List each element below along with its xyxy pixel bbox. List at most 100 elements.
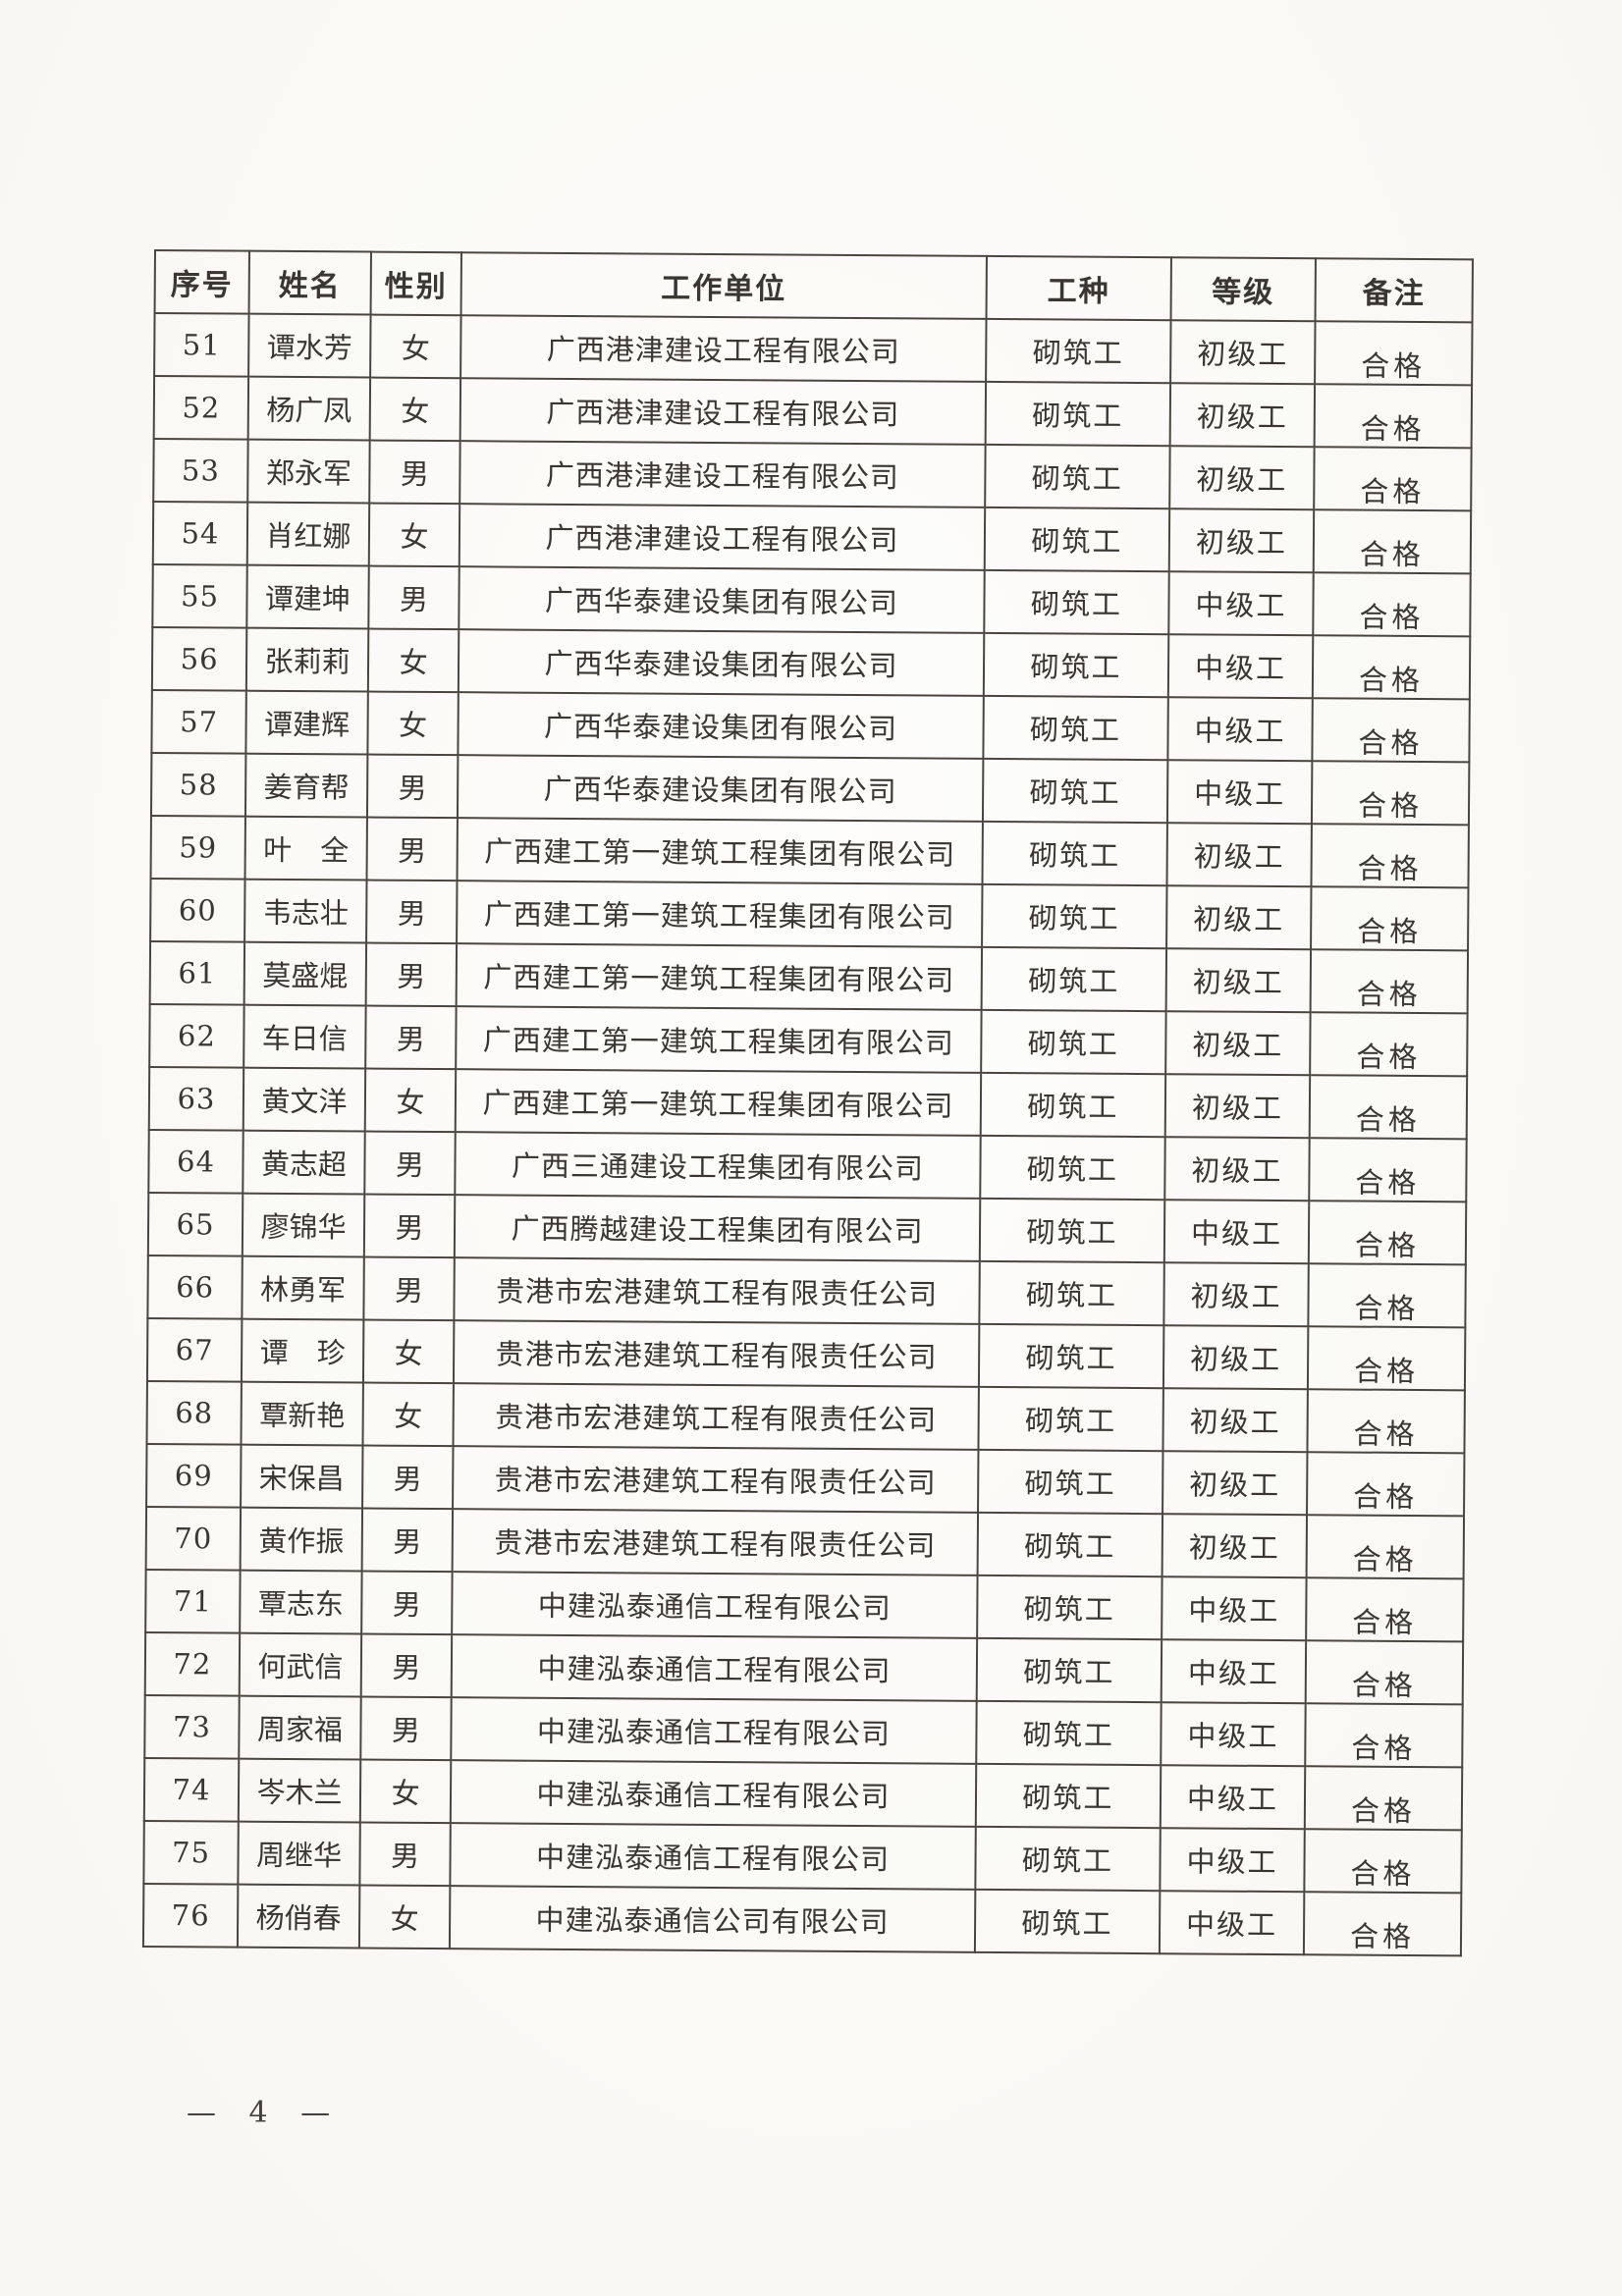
table-body: 51 谭水芳女广西港津建设工程有限公司 砌筑工 初级工 合格 52 杨广凤女广西港津建设工程… [142, 313, 1473, 1956]
cell-remark-text: 合格 [1350, 1856, 1416, 1892]
cell-no-text: 67 [175, 1333, 214, 1367]
cell-no-text: 57 [180, 705, 219, 739]
cell-grade: 初级工 [1168, 508, 1315, 573]
cell-grade-text: 中级工 [1187, 1719, 1279, 1754]
cell-trade: 砌筑工 [979, 1198, 1165, 1263]
cell-remark-text: 合格 [1358, 663, 1425, 698]
cell-grade: 初级工 [1162, 1325, 1309, 1390]
cell-no-text: 74 [172, 1773, 211, 1807]
cell-company-text: 贵港市宏港建筑工程有限责任公司 [495, 1274, 939, 1311]
cell-grade-text: 初级工 [1195, 525, 1288, 561]
cell-grade-text: 初级工 [1193, 839, 1285, 875]
cell-name-text: 岑木兰 [256, 1775, 343, 1810]
header-no: 序号 [154, 250, 249, 314]
cell-remark: 合格 [1305, 1640, 1464, 1705]
cell-trade-text: 砌筑工 [1026, 1215, 1118, 1250]
cell-name-text: 覃志东 [257, 1586, 344, 1622]
cell-grade: 初级工 [1162, 1451, 1308, 1516]
cell-no: 64 [148, 1129, 243, 1194]
cell-trade: 砌筑工 [983, 632, 1169, 698]
header-company: 工作单位 [460, 252, 987, 319]
cell-remark-text: 合格 [1357, 914, 1423, 949]
cell-name: 覃新艳 [241, 1381, 363, 1446]
cell-company-text: 广西建工第一建筑工程集团有限公司 [483, 897, 955, 934]
cell-remark: 合格 [1315, 321, 1473, 386]
cell-no-text: 56 [180, 642, 219, 676]
cell-grade: 中级工 [1167, 697, 1313, 762]
cell-grade-text: 初级工 [1197, 337, 1289, 372]
cell-gender-text: 男 [392, 1587, 421, 1622]
cell-remark-text: 合格 [1361, 348, 1427, 384]
cell-trade: 砌筑工 [983, 695, 1168, 761]
cell-company-text: 广西港津建设工程有限公司 [545, 457, 900, 495]
cell-remark: 合格 [1311, 761, 1470, 826]
cell-trade-text: 砌筑工 [1023, 1592, 1115, 1627]
cell-no-text: 66 [176, 1270, 215, 1305]
cell-grade-text: 初级工 [1196, 462, 1288, 498]
cell-no: 71 [145, 1569, 241, 1633]
cell-gender-text: 女 [398, 708, 428, 742]
cell-grade: 初级工 [1165, 1011, 1311, 1076]
cell-trade-text: 砌筑工 [1028, 964, 1120, 998]
cell-no: 54 [152, 502, 248, 565]
cell-company: 广西建工第一建筑工程集团有限公司 [457, 881, 983, 947]
table-row: 53 郑永军 男 广西港津建设工程有限公司 砌筑工 初级工 合格 [153, 439, 1472, 511]
cell-gender: 男 [364, 1131, 456, 1196]
cell-no-text: 69 [174, 1459, 213, 1493]
cell-remark-text: 合格 [1357, 851, 1423, 886]
cell-name: 岑木兰 [238, 1758, 361, 1823]
cell-no: 72 [144, 1631, 241, 1696]
cell-gender: 男 [363, 1256, 455, 1321]
cell-gender-text: 男 [398, 771, 427, 805]
cell-grade-text: 初级工 [1188, 1530, 1280, 1566]
cell-grade: 初级工 [1169, 383, 1316, 448]
cell-trade: 砌筑工 [982, 758, 1168, 824]
cell-remark-text: 合格 [1360, 411, 1426, 447]
cell-trade-text: 砌筑工 [1030, 650, 1122, 684]
cell-no-text: 51 [182, 328, 221, 362]
cell-name-text: 谭 珍 [259, 1335, 346, 1370]
table-row: 66 林勇军 男 贵港市宏港建筑工程有限责任公司 砌筑工 初级工 合格 [147, 1255, 1466, 1328]
header-gender: 性别 [370, 251, 461, 316]
cell-no: 52 [153, 376, 249, 440]
cell-remark: 合格 [1308, 1201, 1467, 1265]
page-number-footer: — 4 — [187, 2096, 334, 2130]
cell-gender: 男 [363, 1194, 456, 1258]
cell-gender-text: 女 [400, 519, 429, 554]
cell-name: 林勇军 [242, 1255, 364, 1320]
cell-no: 56 [151, 626, 247, 691]
cell-gender: 男 [361, 1571, 453, 1635]
cell-company-text: 广西建工第一建筑工程集团有限公司 [482, 1086, 954, 1123]
cell-company: 中建泓泰通信工程有限公司 [451, 1634, 978, 1701]
cell-grade-text: 中级工 [1194, 776, 1286, 812]
cell-trade: 砌筑工 [984, 569, 1169, 635]
cell-gender-text: 女 [394, 1336, 423, 1370]
cell-trade-text: 砌筑工 [1022, 1718, 1115, 1752]
cell-trade: 砌筑工 [977, 1575, 1162, 1640]
cell-company: 中建泓泰通信工程有限公司 [452, 1572, 978, 1638]
cell-company: 广西港津建设工程有限公司 [460, 378, 987, 445]
cell-trade: 砌筑工 [976, 1637, 1162, 1703]
cell-remark-text: 合格 [1352, 1605, 1418, 1640]
cell-grade-text: 初级工 [1189, 1468, 1281, 1503]
table-row: 61 莫盛焜 男 广西建工第一建筑工程集团有限公司 砌筑工 初级工 合格 [149, 940, 1469, 1014]
cell-no-text: 63 [177, 1082, 216, 1116]
table-row: 70 黄作振 男 贵港市宏港建筑工程有限责任公司 砌筑工 初级工 合格 [145, 1506, 1465, 1579]
cell-name: 谭建坤 [246, 564, 369, 629]
table-row: 67 谭 珍 女 贵港市宏港建筑工程有限责任公司 砌筑工 初级工 合格 [146, 1317, 1466, 1391]
cell-gender: 女 [362, 1319, 455, 1384]
cell-gender-text: 男 [399, 582, 429, 616]
cell-name-text: 姜育帮 [263, 770, 350, 805]
cell-company-text: 贵港市宏港建筑工程有限责任公司 [494, 1463, 937, 1500]
cell-company-text: 中建泓泰通信公司有限公司 [535, 1902, 890, 1940]
cell-remark-text: 合格 [1353, 1354, 1420, 1389]
cell-remark-text: 合格 [1354, 1291, 1420, 1326]
cell-remark: 合格 [1312, 635, 1471, 700]
cell-trade: 砌筑工 [979, 1260, 1164, 1326]
cell-gender: 男 [362, 1445, 454, 1510]
cell-remark: 合格 [1311, 886, 1469, 951]
cell-company: 广西建工第一建筑工程集团有限公司 [456, 1006, 982, 1073]
cell-no-text: 72 [173, 1647, 212, 1682]
cell-gender-text: 男 [392, 1650, 421, 1684]
